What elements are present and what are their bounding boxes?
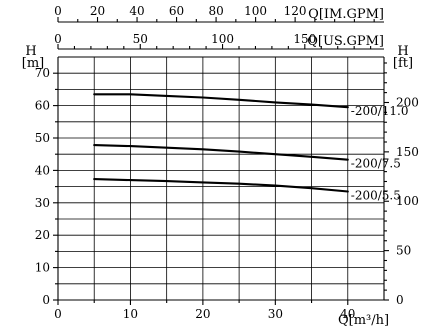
series-label-0: -200/11.0: [351, 104, 409, 118]
series-line-0: [93, 93, 349, 109]
top-im-gpm-tick-label: 60: [169, 4, 184, 18]
series-lines: [93, 93, 349, 193]
top-im-gpm-tick-label: 100: [244, 4, 267, 18]
axes: [53, 17, 389, 305]
left-tick-label: 30: [35, 196, 50, 210]
bottom-tick-label: 40: [340, 307, 355, 321]
top-im-gpm-tick-label: 20: [90, 4, 105, 18]
right-tick-label: 200: [396, 95, 419, 109]
series-line-2: [93, 178, 349, 193]
left-axis-h-label: H: [25, 44, 36, 59]
axis-text: H [m] H [ft] Q[IM.GPM] Q[US.GPM] Q[m³/h]…: [22, 4, 419, 328]
left-tick-label: 10: [35, 261, 50, 275]
series-label-2: -200/5.5: [351, 188, 401, 202]
bottom-tick-label: 30: [268, 307, 283, 321]
left-tick-label: 60: [35, 99, 50, 113]
right-axis-h-label: H: [397, 44, 408, 59]
bottom-tick-label: 20: [195, 307, 210, 321]
series-line-1: [93, 144, 349, 161]
right-tick-label: 50: [396, 244, 411, 258]
left-axis-unit-label: [m]: [22, 56, 44, 71]
x-axis-label: Q[m³/h]: [338, 313, 389, 328]
top-us-gpm-label: Q[US.GPM]: [307, 34, 384, 49]
right-tick-label: 100: [396, 194, 419, 208]
top-us-gpm-tick-label: 100: [211, 32, 234, 46]
bottom-tick-label: 10: [123, 307, 138, 321]
right-axis-unit-label: [ft]: [393, 56, 413, 71]
top-us-gpm-tick-label: 0: [54, 32, 62, 46]
top-im-gpm-tick-label: 0: [54, 4, 62, 18]
left-tick-label: 20: [35, 228, 50, 242]
top-im-gpm-tick-label: 40: [129, 4, 144, 18]
top-us-gpm-tick-label: 150: [293, 32, 316, 46]
series-label-1: -200/7.5: [351, 157, 401, 171]
top-im-gpm-tick-label: 120: [284, 4, 307, 18]
right-tick-label: 150: [396, 145, 419, 159]
left-tick-label: 40: [35, 163, 50, 177]
top-im-gpm-label: Q[IM.GPM]: [308, 7, 384, 22]
left-tick-label: 70: [35, 66, 50, 80]
right-tick-label: 0: [396, 293, 404, 307]
bottom-tick-label: 0: [54, 307, 62, 321]
left-tick-label: 50: [35, 131, 50, 145]
left-tick-label: 0: [42, 293, 50, 307]
top-im-gpm-tick-label: 80: [208, 4, 223, 18]
top-us-gpm-tick-label: 50: [133, 32, 148, 46]
